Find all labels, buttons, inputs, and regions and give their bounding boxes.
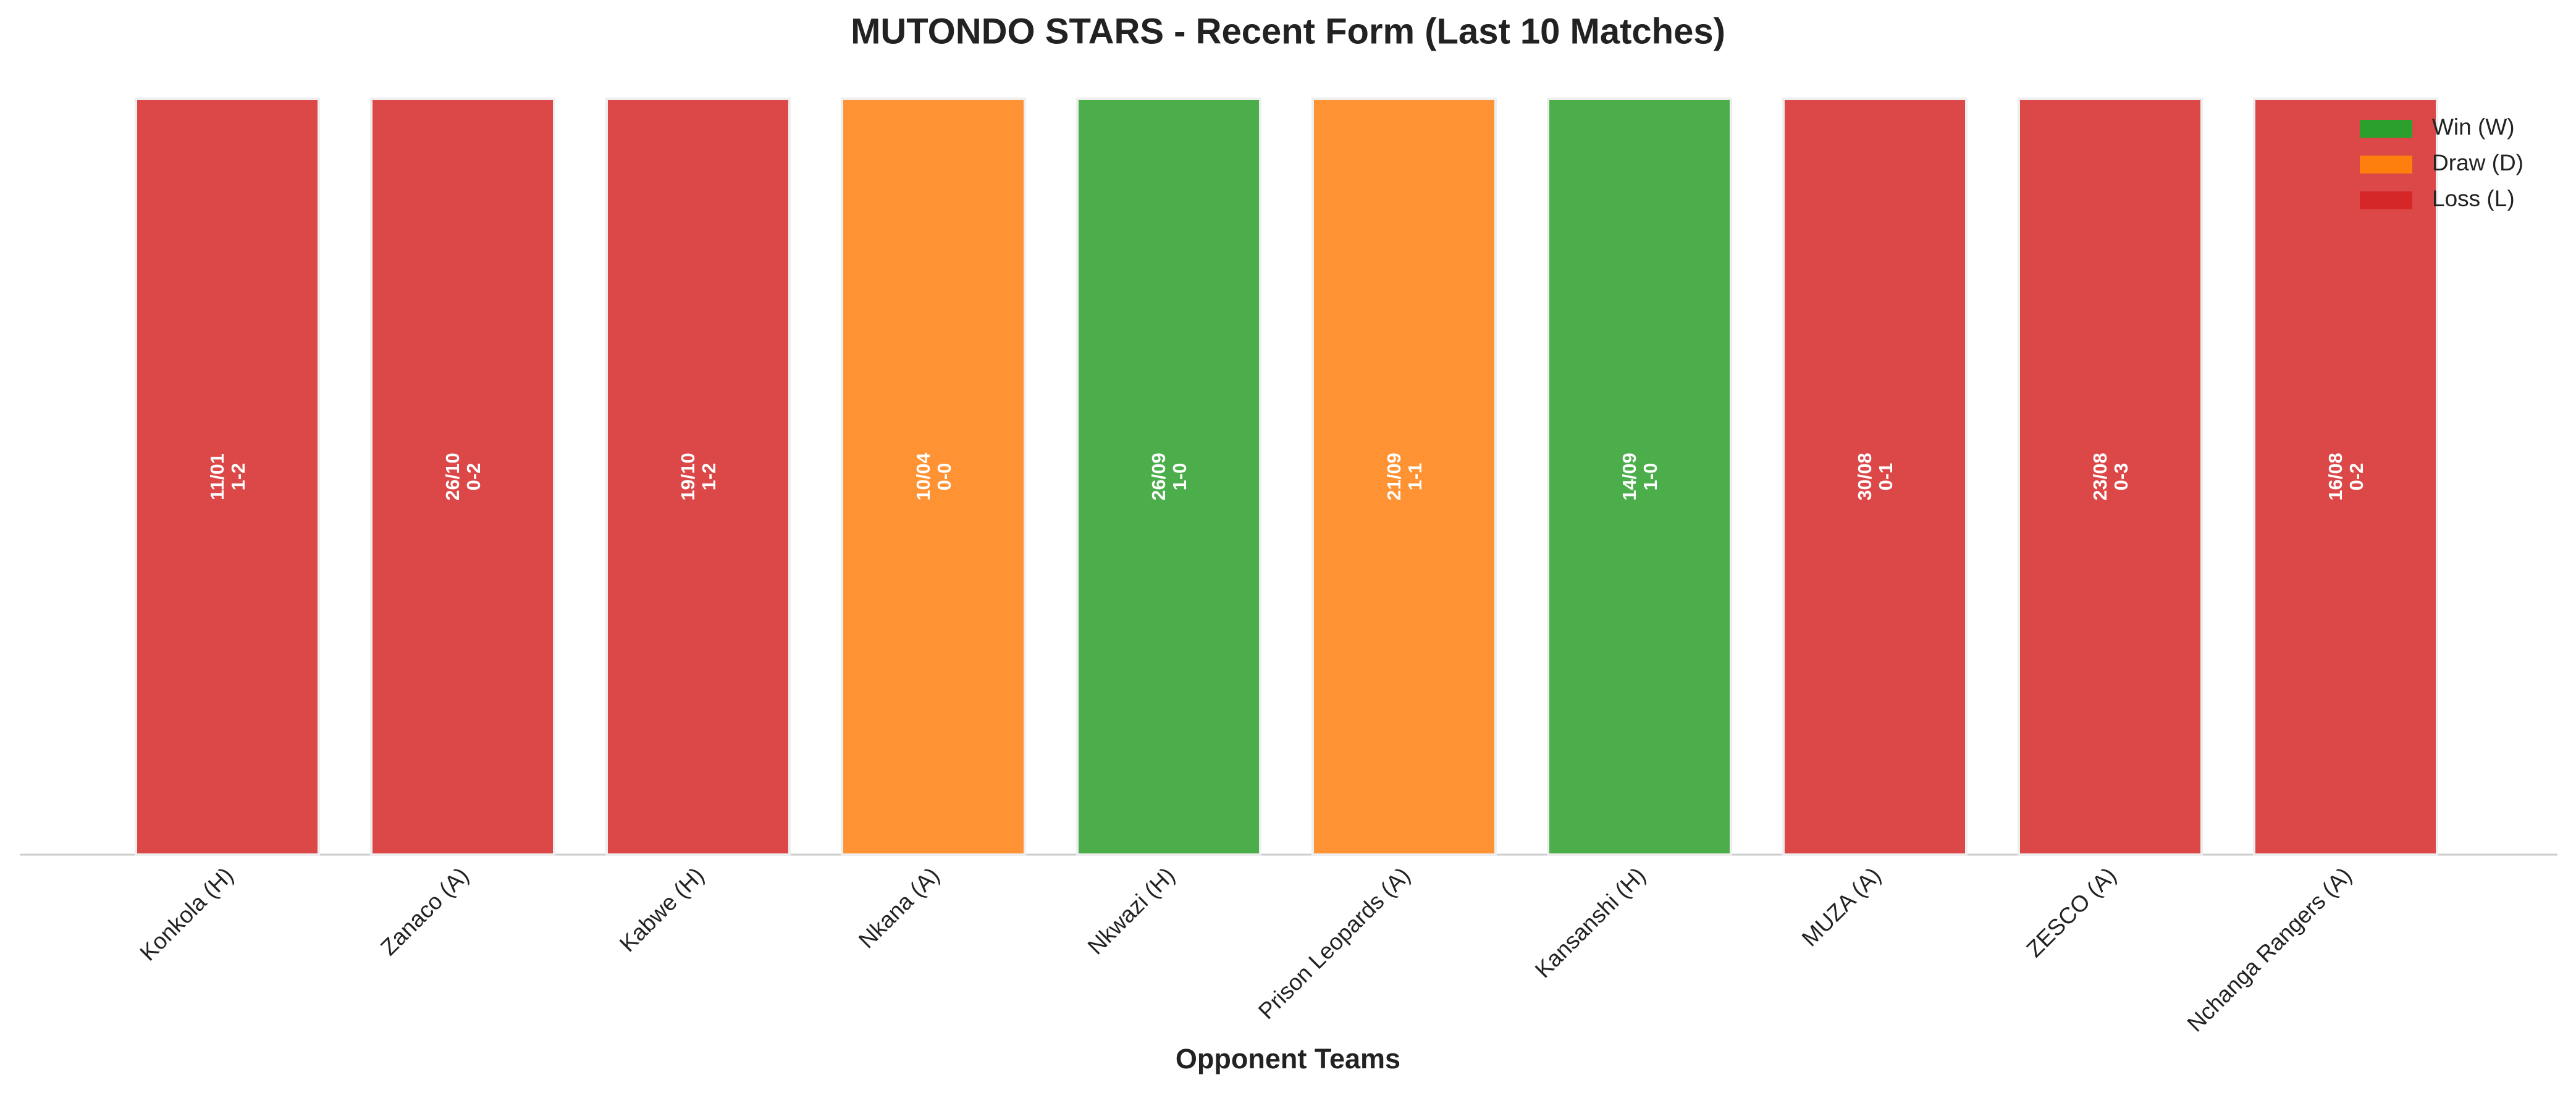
x-tick-label: ZESCO (A) <box>2021 863 2121 962</box>
bar-label: 26/100-2 <box>442 453 484 501</box>
bar <box>2253 98 2438 856</box>
bar-score: 1-1 <box>1404 463 1426 491</box>
bar-score: 1-2 <box>227 463 249 491</box>
chart-title: MUTONDO STARS - Recent Form (Last 10 Mat… <box>851 11 1725 51</box>
bar-date: 21/09 <box>1383 453 1405 501</box>
bar-date: 26/10 <box>442 453 463 501</box>
bar-date: 23/08 <box>2089 453 2111 501</box>
bar-date: 26/09 <box>1148 453 1169 501</box>
bar <box>1076 98 1261 856</box>
x-tick-label: Kabwe (H) <box>615 863 709 957</box>
bar-label: 21/091-1 <box>1383 453 1426 501</box>
bar-date: 11/01 <box>206 453 228 500</box>
x-tick-label: Zanaco (A) <box>376 863 473 960</box>
bar-score: 1-2 <box>698 463 720 491</box>
legend-label: Loss (L) <box>2432 186 2515 211</box>
bar-label: 19/101-2 <box>677 453 720 501</box>
bar-date: 10/04 <box>912 452 934 500</box>
bar-score: 0-3 <box>2110 463 2132 491</box>
legend-label: Win (W) <box>2432 114 2515 140</box>
bar <box>2018 98 2203 856</box>
legend-label: Draw (D) <box>2432 150 2523 175</box>
bar <box>605 98 791 856</box>
x-axis-label: Opponent Teams <box>1176 1043 1400 1074</box>
bar <box>1782 98 1968 856</box>
legend-swatch <box>2360 156 2412 174</box>
bar-score: 0-1 <box>1875 463 1896 491</box>
bar-label: 16/080-2 <box>2325 453 2367 501</box>
x-tick-label: Prison Leopards (A) <box>1253 863 1415 1024</box>
x-tick-label: Konkola (H) <box>135 863 238 966</box>
bar-date: 19/10 <box>677 453 699 501</box>
bar <box>1547 98 1732 856</box>
bar <box>841 98 1026 856</box>
bar-label: 14/091-0 <box>1618 453 1661 501</box>
legend-swatch <box>2360 120 2412 138</box>
bar-score: 0-0 <box>933 463 955 491</box>
bar-date: 30/08 <box>1854 453 1875 501</box>
bar <box>370 98 555 856</box>
x-tick-label: Nkwazi (H) <box>1083 863 1180 960</box>
bar <box>1311 98 1497 856</box>
bar-score: 0-2 <box>463 463 484 491</box>
bar-score: 1-0 <box>1639 463 1661 491</box>
bar-score: 0-2 <box>2346 463 2367 491</box>
bar-label: 23/080-3 <box>2089 453 2132 501</box>
legend-swatch <box>2360 191 2412 209</box>
bar-label: 30/080-1 <box>1854 453 1896 501</box>
bar-label: 26/091-0 <box>1148 453 1190 501</box>
bar-label: 11/011-2 <box>206 453 249 500</box>
x-tick-label: Kansanshi (H) <box>1530 863 1651 983</box>
x-tick-label: Nkana (A) <box>854 863 945 953</box>
bar-date: 14/09 <box>1618 453 1640 501</box>
x-tick-label: MUZA (A) <box>1797 863 1886 952</box>
bar-score: 1-0 <box>1169 463 1190 491</box>
bar-date: 16/08 <box>2325 453 2346 501</box>
bar-label: 10/040-0 <box>912 452 955 500</box>
x-tick-label: Nchanga Rangers (A) <box>2182 863 2357 1037</box>
bar <box>135 98 320 856</box>
